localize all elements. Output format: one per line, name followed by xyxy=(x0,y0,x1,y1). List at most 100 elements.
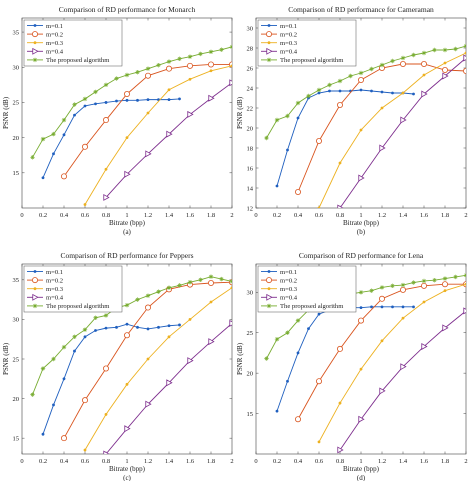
data-point xyxy=(208,338,215,346)
data-point xyxy=(157,325,160,329)
data-point xyxy=(274,336,280,342)
data-point xyxy=(400,55,406,61)
y-axis-label: PSNR (dB) xyxy=(2,342,10,375)
data-point xyxy=(294,188,301,195)
legend-entry: m=0.3 xyxy=(27,40,64,47)
x-tick-label: 0.4 xyxy=(294,212,303,219)
series-2 xyxy=(317,282,466,444)
series-2 xyxy=(83,64,232,206)
data-point xyxy=(41,432,45,436)
data-point xyxy=(146,111,150,115)
series-1 xyxy=(294,61,466,195)
data-point xyxy=(327,82,332,88)
panel-caption: (a) xyxy=(123,228,131,236)
data-point xyxy=(266,293,273,301)
legend-label: m=0.1 xyxy=(46,23,63,30)
y-tick-label: 30 xyxy=(13,317,20,324)
chart-title: Comparison of RD performance for Lena xyxy=(299,251,424,260)
x-tick-label: 1 xyxy=(125,212,128,219)
data-point xyxy=(265,277,272,284)
data-point xyxy=(186,62,193,69)
y-tick-label: 12 xyxy=(247,205,254,212)
data-point xyxy=(82,397,89,404)
x-tick-label: 0.4 xyxy=(60,458,69,465)
data-point xyxy=(401,305,405,309)
x-tick-label: 1.8 xyxy=(207,458,215,465)
series-0 xyxy=(275,305,415,413)
data-point xyxy=(358,70,364,76)
x-tick-label: 1.8 xyxy=(441,458,449,465)
x-tick-label: 2 xyxy=(464,458,467,465)
legend-label: m=0.1 xyxy=(280,23,297,30)
data-point xyxy=(400,363,407,371)
data-point xyxy=(115,325,118,329)
data-point xyxy=(32,293,39,301)
data-point xyxy=(453,274,458,280)
y-tick-label: 20 xyxy=(13,396,20,403)
data-point xyxy=(198,51,203,57)
data-point xyxy=(32,47,39,55)
data-point xyxy=(33,270,37,273)
legend-label: m=0.1 xyxy=(46,269,63,276)
x-tick-label: 0.2 xyxy=(39,458,47,465)
data-point xyxy=(62,133,66,137)
data-point xyxy=(421,342,428,350)
y-tick-label: 20 xyxy=(13,135,20,142)
data-point xyxy=(432,47,437,53)
series-3 xyxy=(103,79,232,201)
data-point xyxy=(411,52,416,58)
data-point xyxy=(104,326,108,330)
series-4 xyxy=(30,274,232,397)
data-point xyxy=(463,307,466,315)
data-point xyxy=(82,327,88,332)
data-point xyxy=(420,282,427,289)
data-point xyxy=(337,204,344,208)
x-tick-label: 1.6 xyxy=(186,212,195,219)
legend-entry: m=0.3 xyxy=(261,286,298,293)
series-line xyxy=(266,45,466,139)
y-tick-label: 30 xyxy=(247,25,254,32)
y-tick-label: 15 xyxy=(247,411,254,418)
data-point xyxy=(399,286,406,293)
data-point xyxy=(317,91,321,95)
data-point xyxy=(337,78,343,84)
x-tick-label: 1.4 xyxy=(399,458,408,465)
series-line xyxy=(42,98,180,178)
data-point xyxy=(32,57,38,63)
data-point xyxy=(145,400,152,408)
data-point xyxy=(463,273,466,278)
y-tick-label: 20 xyxy=(247,370,254,377)
data-point xyxy=(146,98,150,102)
data-point xyxy=(103,193,110,201)
data-point xyxy=(83,203,87,206)
legend-entry: m=0.4 xyxy=(27,293,64,302)
data-point xyxy=(124,72,130,78)
chart-panel-3: Comparison of RD performance for Lena 0 0.… xyxy=(236,251,468,481)
data-point xyxy=(156,62,161,68)
data-point xyxy=(207,61,214,68)
data-point xyxy=(40,136,46,142)
data-point xyxy=(463,43,466,49)
legend-entry: m=0.1 xyxy=(261,269,297,276)
data-point xyxy=(229,44,232,50)
data-point xyxy=(167,324,171,328)
data-point xyxy=(166,285,172,290)
chart-title: Comparison of RD performance for Cameram… xyxy=(288,5,434,14)
legend-entry: m=0.2 xyxy=(27,277,63,284)
x-axis-label: Bitrate (bpp) xyxy=(343,219,380,227)
data-point xyxy=(338,401,342,405)
y-axis-label: PSNR (dB) xyxy=(236,342,244,375)
data-point xyxy=(421,278,427,284)
data-point xyxy=(391,305,394,309)
legend-entry: m=0.2 xyxy=(261,277,297,284)
series-4 xyxy=(264,43,466,141)
data-point xyxy=(328,89,331,93)
legend-label: m=0.3 xyxy=(46,286,64,293)
data-point xyxy=(296,351,300,355)
data-point xyxy=(358,415,365,423)
legend-label: m=0.1 xyxy=(280,269,297,276)
data-point xyxy=(464,51,466,55)
